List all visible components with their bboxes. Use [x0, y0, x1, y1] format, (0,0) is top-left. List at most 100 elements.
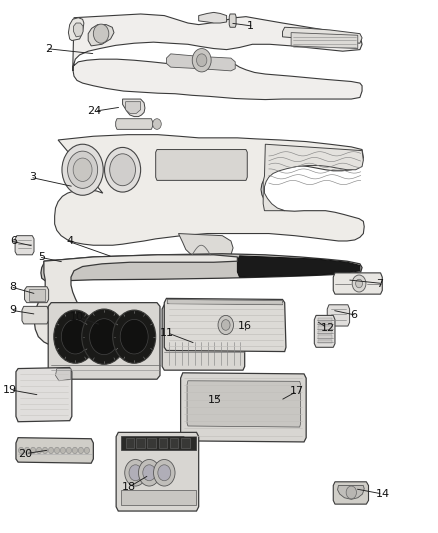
- Polygon shape: [121, 435, 196, 450]
- Polygon shape: [208, 311, 216, 319]
- Circle shape: [352, 275, 366, 292]
- Circle shape: [54, 310, 97, 364]
- Polygon shape: [126, 438, 134, 448]
- Polygon shape: [234, 391, 240, 406]
- Polygon shape: [126, 102, 141, 114]
- Polygon shape: [147, 438, 155, 448]
- Polygon shape: [318, 335, 332, 338]
- Polygon shape: [196, 311, 203, 319]
- Text: 14: 14: [376, 489, 390, 499]
- Text: 15: 15: [208, 395, 222, 406]
- Polygon shape: [173, 311, 180, 319]
- Circle shape: [346, 486, 357, 499]
- Polygon shape: [29, 289, 45, 301]
- Polygon shape: [41, 254, 362, 281]
- Polygon shape: [34, 255, 237, 345]
- Polygon shape: [180, 373, 306, 442]
- Circle shape: [113, 310, 155, 364]
- Polygon shape: [318, 331, 332, 334]
- Polygon shape: [74, 23, 83, 37]
- Text: 7: 7: [376, 279, 383, 288]
- Circle shape: [125, 459, 146, 486]
- Circle shape: [197, 54, 207, 67]
- Text: 12: 12: [320, 322, 335, 333]
- Polygon shape: [333, 482, 368, 504]
- Polygon shape: [16, 438, 93, 463]
- Circle shape: [25, 447, 30, 454]
- Polygon shape: [136, 438, 145, 448]
- Polygon shape: [327, 305, 350, 326]
- Text: 8: 8: [10, 282, 17, 292]
- Circle shape: [84, 447, 89, 454]
- Polygon shape: [167, 300, 283, 305]
- Circle shape: [192, 49, 211, 72]
- Polygon shape: [56, 368, 71, 381]
- Polygon shape: [212, 325, 219, 339]
- Polygon shape: [222, 325, 229, 339]
- Polygon shape: [318, 322, 332, 325]
- Polygon shape: [68, 18, 84, 41]
- Polygon shape: [159, 438, 167, 448]
- Polygon shape: [16, 368, 72, 422]
- Circle shape: [82, 309, 127, 365]
- Polygon shape: [167, 322, 242, 341]
- Polygon shape: [184, 311, 191, 319]
- Circle shape: [120, 319, 148, 354]
- Circle shape: [67, 447, 71, 454]
- Text: 20: 20: [18, 449, 32, 458]
- Polygon shape: [291, 33, 358, 49]
- Polygon shape: [250, 391, 256, 406]
- Polygon shape: [172, 325, 179, 339]
- Polygon shape: [73, 14, 362, 100]
- Text: 2: 2: [46, 44, 53, 53]
- Polygon shape: [220, 311, 228, 319]
- Polygon shape: [318, 340, 332, 343]
- Polygon shape: [201, 325, 209, 339]
- Polygon shape: [88, 25, 114, 46]
- Polygon shape: [318, 318, 332, 321]
- Circle shape: [154, 459, 175, 486]
- Polygon shape: [181, 438, 190, 448]
- Circle shape: [49, 447, 53, 454]
- Polygon shape: [314, 316, 335, 348]
- Polygon shape: [338, 486, 364, 499]
- Polygon shape: [22, 306, 49, 324]
- Circle shape: [222, 320, 230, 330]
- Polygon shape: [155, 150, 247, 180]
- Polygon shape: [164, 298, 286, 352]
- Polygon shape: [116, 432, 199, 511]
- Circle shape: [36, 447, 42, 454]
- Text: 1: 1: [247, 21, 254, 31]
- Text: 24: 24: [87, 106, 101, 116]
- Polygon shape: [191, 325, 199, 339]
- Circle shape: [105, 148, 141, 192]
- Text: 6: 6: [350, 310, 357, 320]
- Circle shape: [78, 447, 84, 454]
- Polygon shape: [181, 325, 189, 339]
- Circle shape: [54, 447, 60, 454]
- Text: 16: 16: [237, 321, 251, 331]
- Polygon shape: [226, 391, 232, 406]
- Circle shape: [158, 465, 171, 481]
- Circle shape: [218, 316, 233, 335]
- Polygon shape: [231, 325, 239, 339]
- Text: 4: 4: [67, 236, 74, 246]
- Circle shape: [31, 447, 35, 454]
- Polygon shape: [263, 144, 364, 211]
- Polygon shape: [196, 389, 258, 408]
- Polygon shape: [116, 119, 153, 130]
- Circle shape: [89, 319, 119, 354]
- Circle shape: [61, 319, 89, 354]
- Circle shape: [143, 465, 155, 481]
- Polygon shape: [237, 256, 360, 277]
- Polygon shape: [199, 12, 226, 23]
- Text: 18: 18: [121, 482, 135, 492]
- Polygon shape: [25, 287, 49, 303]
- Polygon shape: [48, 303, 160, 379]
- Polygon shape: [121, 490, 196, 505]
- Polygon shape: [162, 305, 245, 370]
- Polygon shape: [178, 233, 233, 260]
- Polygon shape: [283, 27, 362, 43]
- Polygon shape: [55, 135, 364, 245]
- Polygon shape: [231, 311, 239, 319]
